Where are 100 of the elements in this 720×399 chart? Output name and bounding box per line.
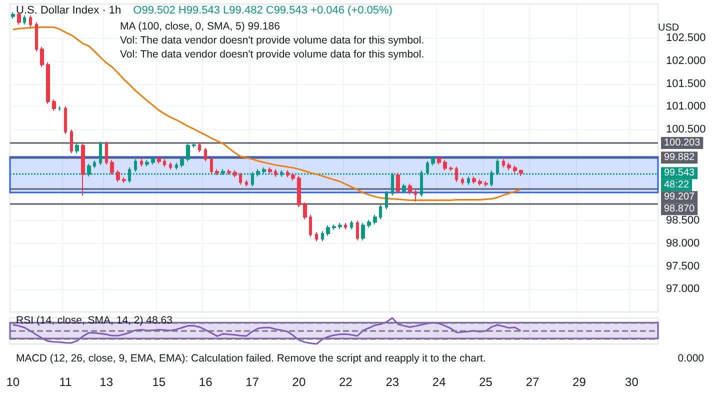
candlestick bbox=[373, 214, 377, 225]
y-axis-title: USD bbox=[658, 22, 680, 34]
candlestick bbox=[303, 202, 307, 220]
candlestick bbox=[99, 141, 102, 166]
candlestick bbox=[268, 166, 272, 174]
candlestick bbox=[274, 168, 277, 178]
candlestick bbox=[11, 12, 15, 20]
candlestick bbox=[396, 172, 400, 194]
candlestick bbox=[338, 222, 342, 230]
x-tick-label: 23 bbox=[386, 375, 400, 389]
candlestick bbox=[122, 176, 126, 184]
chart-subtitle: O99.502 H99.543 L99.482 C99.543 +0.046 (+0.05%) bbox=[133, 4, 392, 16]
y-tick-label: 102.000 bbox=[666, 55, 706, 68]
x-tick-label: 11 bbox=[59, 375, 72, 389]
annotation: Vol: The data vendor doesn't provide volume data for this symbol. bbox=[120, 48, 424, 60]
x-tick-label: 15 bbox=[152, 375, 166, 389]
text: 0.000 bbox=[678, 352, 704, 364]
x-tick-label: 29 bbox=[572, 375, 586, 389]
candlestick bbox=[151, 156, 155, 166]
candlestick bbox=[309, 214, 312, 238]
candlestick bbox=[116, 170, 120, 182]
candlestick bbox=[484, 180, 488, 188]
candlestick bbox=[361, 222, 365, 241]
candlestick bbox=[169, 162, 172, 170]
candlestick bbox=[326, 224, 330, 236]
candlestick bbox=[46, 62, 50, 104]
x-tick-label: 16 bbox=[198, 375, 213, 389]
candlestick bbox=[321, 230, 324, 242]
y-tick-label: 98.000 bbox=[666, 238, 700, 250]
candlestick bbox=[93, 160, 96, 169]
candlestick bbox=[81, 142, 85, 196]
candlestick bbox=[291, 172, 295, 182]
candlestick bbox=[157, 156, 161, 164]
annotation: Vol: The data vendor doesn't provide volume data for this symbol. bbox=[120, 34, 424, 46]
candlestick bbox=[385, 190, 388, 210]
candlestick bbox=[350, 220, 353, 230]
y-tick-label: 100.500 bbox=[666, 123, 706, 136]
ref-line-label: 100.203 bbox=[664, 138, 701, 149]
x-tick-label: 20 bbox=[292, 375, 306, 389]
candlestick bbox=[402, 183, 406, 194]
candlestick bbox=[461, 176, 464, 186]
candlestick bbox=[478, 178, 482, 186]
candlestick bbox=[356, 220, 359, 241]
y-tick-label: 102.500 bbox=[666, 32, 706, 44]
candlestick bbox=[110, 160, 114, 176]
candlestick bbox=[40, 46, 44, 68]
candlestick bbox=[414, 189, 417, 202]
candlestick bbox=[286, 170, 289, 178]
candlestick bbox=[198, 142, 201, 153]
candlestick bbox=[315, 232, 318, 242]
y-tick-label: 101.500 bbox=[666, 78, 706, 90]
candlestick bbox=[64, 106, 67, 135]
candlestick bbox=[507, 162, 511, 171]
candlestick bbox=[186, 142, 190, 162]
candlestick bbox=[239, 172, 242, 186]
candlestick bbox=[233, 170, 237, 178]
y-tick-label: 97.500 bbox=[666, 260, 700, 272]
candlestick bbox=[175, 162, 178, 170]
candlestick bbox=[344, 222, 347, 230]
candlestick bbox=[163, 158, 166, 168]
x-tick-label: 22 bbox=[338, 375, 353, 389]
x-tick-label: 13 bbox=[100, 375, 114, 389]
candlestick bbox=[35, 22, 38, 52]
annotation: MA (100, close, 0, SMA, 5) 99.186 bbox=[120, 20, 280, 32]
ref-line-label: 99.207 bbox=[664, 192, 696, 203]
x-tick-label: 17 bbox=[246, 375, 260, 389]
candlestick bbox=[443, 160, 447, 172]
candlestick bbox=[513, 165, 517, 174]
ref-line-label: 99.882 bbox=[664, 152, 696, 164]
candlestick bbox=[408, 183, 412, 195]
candlestick bbox=[437, 155, 441, 166]
x-tick-label: 10 bbox=[6, 375, 20, 389]
y-tick-label: 97.000 bbox=[666, 283, 700, 296]
candlestick bbox=[52, 98, 56, 112]
candlestick bbox=[332, 224, 336, 230]
candlestick bbox=[145, 160, 149, 167]
candlestick bbox=[140, 158, 143, 167]
y-tick-label: 98.500 bbox=[666, 214, 700, 227]
candlestick bbox=[29, 14, 32, 28]
candlestick bbox=[134, 158, 137, 172]
candlestick bbox=[215, 168, 219, 176]
candlestick bbox=[70, 128, 73, 154]
chart-title: U.S. Dollar Index · 1h bbox=[16, 4, 122, 16]
ref-line-label: 98.870 bbox=[664, 204, 696, 215]
x-tick-label: 30 bbox=[625, 375, 639, 389]
candlestick bbox=[23, 14, 26, 26]
candlestick bbox=[180, 156, 184, 168]
candlestick bbox=[449, 166, 453, 172]
ref-line-label: 99.543 bbox=[664, 168, 696, 179]
candlestick bbox=[367, 219, 371, 228]
x-tick-label: 24 bbox=[432, 375, 446, 389]
x-tick-label: 27 bbox=[526, 375, 540, 389]
candlestick bbox=[431, 155, 435, 166]
candlestick bbox=[472, 176, 476, 184]
candlestick bbox=[105, 141, 108, 166]
x-tick-label: 25 bbox=[479, 375, 493, 389]
candlestick bbox=[379, 204, 382, 220]
candlestick bbox=[455, 166, 458, 182]
text: MACD (12, 26, close, 9, EMA, EMA): Calculation failed. Remove the script and reapply it to the chart. bbox=[16, 352, 486, 364]
candlestick bbox=[227, 168, 231, 176]
